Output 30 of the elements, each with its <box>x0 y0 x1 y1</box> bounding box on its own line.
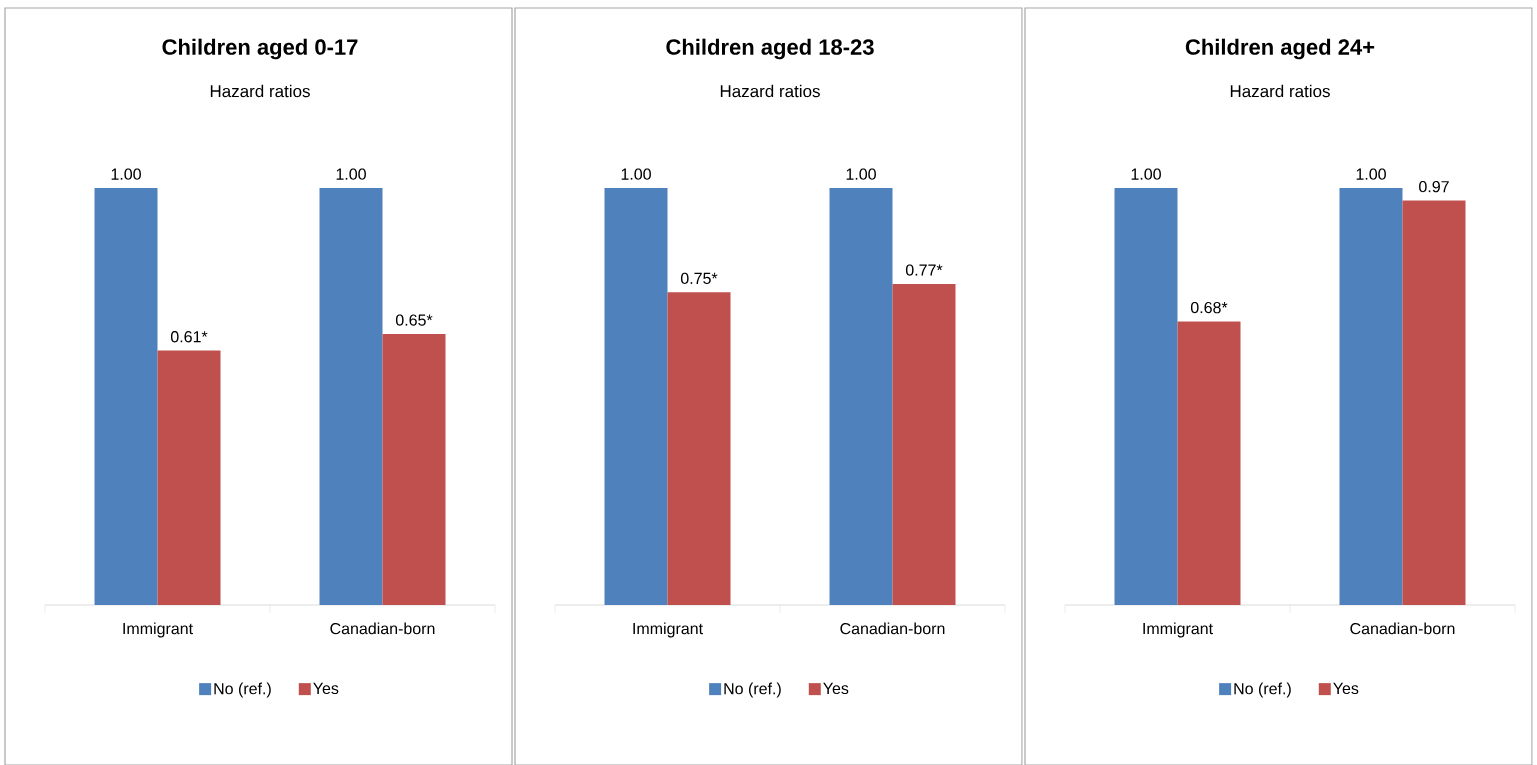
legend-label: Yes <box>313 682 339 695</box>
legend-label: No (ref.) <box>724 682 781 698</box>
data-label: 1.00 <box>1356 168 1386 180</box>
legend-label: No (ref.) <box>1234 682 1291 698</box>
legend-label: Yes <box>823 682 849 695</box>
x-tick-label: Immigrant <box>633 622 703 638</box>
x-tick-label: Immigrant <box>123 622 193 638</box>
data-label: 1.00 <box>1131 168 1161 180</box>
data-label: 0.97 <box>1419 180 1449 193</box>
data-label: 0.65* <box>395 314 433 326</box>
chart-subtitle: Hazard ratios <box>1230 84 1330 98</box>
chart-title: Children aged 24+ <box>1185 38 1375 60</box>
x-tick-label: Canadian-born <box>840 622 945 635</box>
legend-label: Yes <box>1333 682 1359 695</box>
data-label: 1.00 <box>336 168 366 180</box>
chart-title: Children aged 18-23 <box>666 38 874 60</box>
data-label: 0.68* <box>1190 301 1228 314</box>
x-tick-label: Canadian-born <box>1350 622 1455 635</box>
data-label: 0.77* <box>905 264 943 276</box>
data-label: 1.00 <box>846 168 876 180</box>
data-label: 1.00 <box>111 168 141 180</box>
data-label: 1.00 <box>621 168 651 180</box>
x-tick-label: Canadian-born <box>330 622 435 635</box>
legend-label: No (ref.) <box>214 682 271 698</box>
x-tick-label: Immigrant <box>1143 622 1213 638</box>
chart-subtitle: Hazard ratios <box>720 84 820 98</box>
chart-subtitle: Hazard ratios <box>210 84 310 98</box>
data-label: 0.75* <box>680 272 718 285</box>
data-label: 0.61* <box>170 331 208 343</box>
chart-title: Children aged 0-17 <box>162 38 358 60</box>
